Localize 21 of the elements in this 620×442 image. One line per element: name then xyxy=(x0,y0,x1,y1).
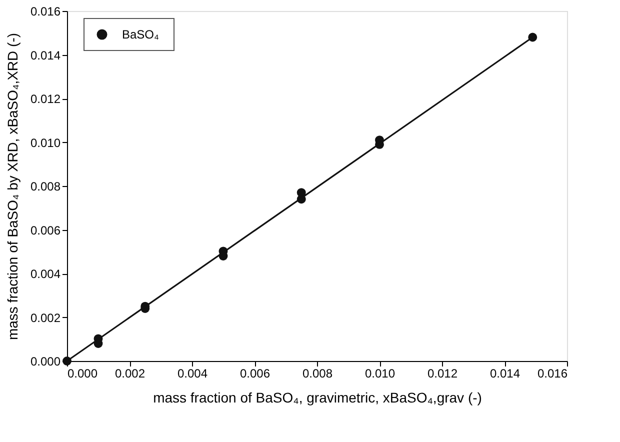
y-axis-title: mass fraction of BaSO₄ by XRD, xBaSO₄,XRD (-) xyxy=(4,32,20,340)
y-tick-label: 0.014 xyxy=(30,48,61,62)
x-tick-label: 0.010 xyxy=(364,366,396,380)
x-tick-label: 0.006 xyxy=(240,366,270,380)
x-tick-label: 0.016 xyxy=(537,366,568,380)
x-axis-title: mass fraction of BaSO₄, gravimetric, xBaSO₄,grav (-) xyxy=(153,390,482,406)
legend-label: BaSO₄ xyxy=(122,28,160,42)
x-tick-label: 0.008 xyxy=(302,366,333,380)
x-tick-label: 0.002 xyxy=(114,366,146,380)
y-tick-label: 0.006 xyxy=(30,223,61,238)
y-tick-label: 0.010 xyxy=(30,136,61,150)
y-tick-label: 0.004 xyxy=(30,267,61,281)
y-tick-label: 0.000 xyxy=(30,354,61,368)
y-tick-label: 0.002 xyxy=(30,310,61,325)
x-tick-label: 0.014 xyxy=(490,366,520,380)
y-tick-label: 0.008 xyxy=(30,180,61,194)
y-tick-label: 0.012 xyxy=(30,92,61,106)
x-tick-label: 0.000 xyxy=(68,366,98,380)
x-tick-label: 0.004 xyxy=(177,366,208,380)
x-tick-label: 0.012 xyxy=(427,366,458,380)
y-tick-label: 0.016 xyxy=(30,4,61,18)
